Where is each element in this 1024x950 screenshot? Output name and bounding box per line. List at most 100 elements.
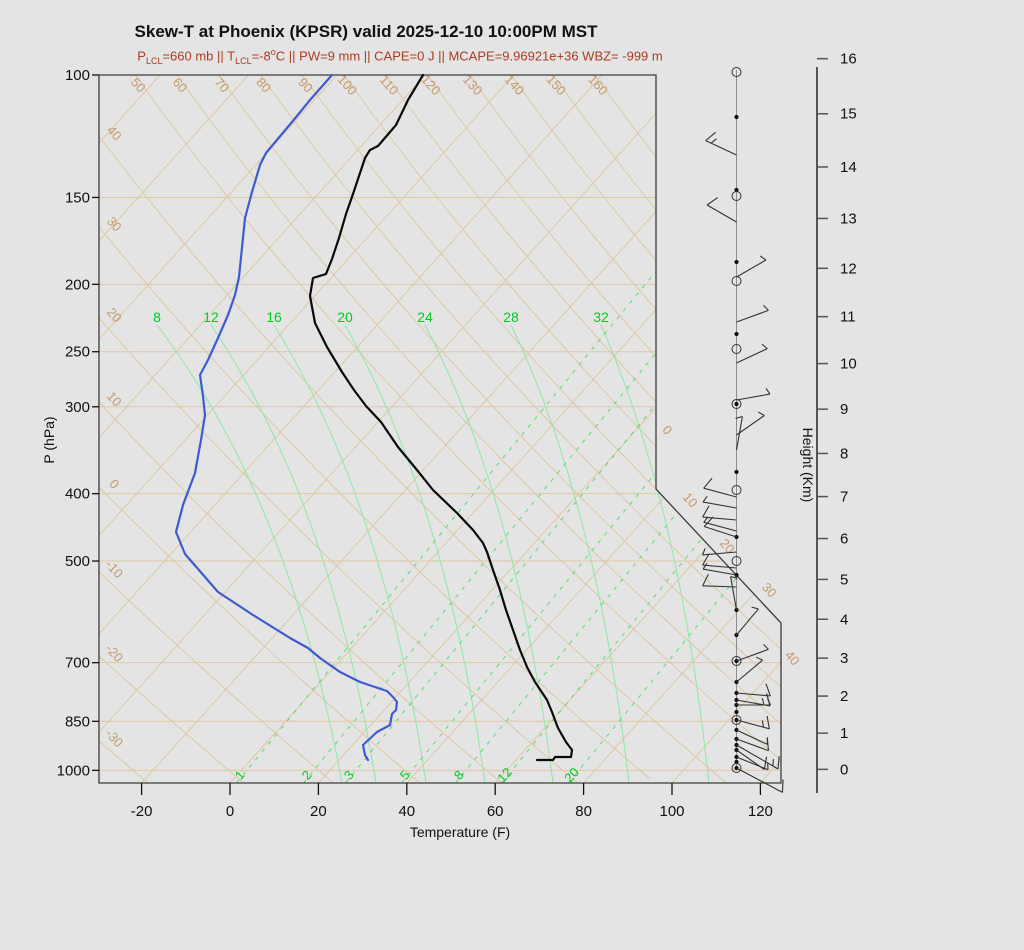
moist-adiabat-line — [600, 324, 710, 783]
isotherm-line — [99, 75, 603, 783]
wind-level-dot — [734, 187, 739, 193]
dry-adiabat-label: 80 — [253, 75, 274, 96]
wind-station-circle — [731, 276, 742, 286]
dry-adiabat-line — [99, 655, 250, 783]
wind-barb-shaft — [736, 692, 771, 697]
dry-adiabat-line — [343, 75, 781, 783]
mixing-ratio-line — [568, 75, 781, 783]
pressure-tick-label: 700 — [65, 655, 90, 672]
temperature-axis-title: Temperature (F) — [410, 824, 510, 840]
wind-barb-feather — [703, 516, 714, 527]
wind-barb-feather — [710, 138, 717, 144]
wind-barb-feather — [759, 255, 767, 261]
wind-barb-feather — [730, 575, 738, 579]
temperature-curve — [308, 73, 574, 762]
wind-level-dot — [734, 259, 739, 265]
wind-station-circle — [731, 556, 742, 566]
wind-barb-feather — [702, 496, 708, 503]
wind-barb-shaft — [702, 564, 737, 569]
wind-barb-shaft — [702, 568, 737, 576]
wind-barb-shaft — [702, 551, 737, 556]
dry-adiabat-label: 130 — [460, 72, 486, 98]
wind-barb-feather — [765, 388, 771, 395]
wind-barb-feather — [751, 606, 759, 610]
wind-barb-column — [702, 67, 784, 793]
subtitle-part: C || PW=9 mm || CAPE=0 J || MCAPE=9.9692… — [275, 48, 663, 64]
temperature-tick-label: 40 — [398, 803, 415, 820]
isotherm-line — [318, 75, 781, 783]
moist-adiabat-line — [210, 324, 377, 783]
dry-adiabat-label: 40 — [104, 123, 125, 144]
isotherm-line — [99, 75, 426, 783]
pressure-tick-label: 850 — [65, 713, 90, 730]
wind-station-circle — [731, 344, 742, 354]
dry-adiabat-line — [99, 740, 156, 783]
dry-adiabat-line — [99, 486, 425, 783]
wind-level-dot — [734, 469, 739, 475]
wind-station-circle — [731, 763, 742, 773]
wind-barb-feather — [702, 548, 706, 556]
wind-barb-feather — [763, 644, 769, 650]
temperature-tick-label: 0 — [226, 803, 234, 820]
wind-barb-feather — [767, 698, 771, 706]
wind-barb-feather — [702, 553, 710, 566]
mixing-ratio-label: 20 — [561, 765, 582, 786]
mixing-ratio-label: 2 — [299, 767, 315, 782]
dry-adiabat-line — [99, 226, 651, 780]
background-grid — [99, 75, 781, 783]
dry-adiabat-line — [385, 75, 781, 783]
wind-barb-shaft — [736, 719, 770, 730]
wind-barb-feather — [705, 131, 716, 142]
wind-barb-feather — [761, 343, 768, 350]
wind-barb-feather — [702, 563, 708, 570]
subtitle-part: o — [270, 47, 276, 57]
dry-adiabat-label: -30 — [102, 726, 126, 750]
wind-barb-feather — [781, 779, 784, 793]
dry-adiabat-label: 0 — [106, 476, 122, 491]
height-tick-label: 10 — [840, 356, 857, 373]
dry-adiabat-label: 70 — [212, 75, 233, 96]
height-tick-label: 0 — [840, 761, 848, 778]
dry-adiabat-label: -20 — [102, 641, 126, 665]
isotherm-line — [760, 75, 781, 783]
dry-adiabat-label: 30 — [759, 580, 780, 601]
dry-adiabat-line — [552, 75, 781, 783]
wind-barb-shaft — [705, 140, 737, 156]
dry-adiabat-label: 10 — [680, 490, 701, 511]
height-tick-label: 11 — [840, 309, 856, 326]
isotherm-line — [229, 75, 781, 783]
height-tick-label: 14 — [840, 159, 857, 176]
height-tick-label: 12 — [840, 260, 857, 277]
wind-barb-shaft — [736, 767, 783, 793]
wind-barb-feather — [735, 415, 743, 419]
wind-barb-shaft — [736, 648, 769, 662]
wind-level-dot — [734, 114, 739, 120]
wind-station-circle — [731, 191, 742, 201]
dry-adiabat-label: 20 — [104, 305, 125, 326]
pressure-tick-label: 500 — [65, 553, 90, 570]
wind-barb-shaft — [730, 576, 738, 611]
wind-barb-feather — [777, 756, 780, 770]
pressure-tick-label: 100 — [65, 67, 90, 84]
dry-adiabat-label: 40 — [782, 648, 803, 669]
height-tick-label: 6 — [840, 531, 848, 548]
subtitle-part: LCL — [235, 55, 252, 66]
wind-barb-shaft — [736, 608, 759, 636]
pressure-tick-label: 300 — [65, 399, 90, 416]
wind-barb-feather — [703, 516, 709, 523]
dry-adiabat-line — [301, 75, 781, 783]
wind-level-dot — [734, 709, 739, 715]
wind-station-circle — [731, 67, 742, 77]
wind-station-circle — [731, 485, 742, 495]
wind-barb-shaft — [702, 501, 737, 509]
plot-frame — [98, 74, 782, 784]
temperature-tick-label: 120 — [748, 803, 773, 820]
isotherm-line — [99, 75, 249, 783]
dry-adiabat-line — [99, 135, 729, 783]
wind-barb-shaft — [736, 756, 769, 771]
dry-adiabat-line — [510, 75, 781, 783]
moist-adiabat-line — [344, 324, 486, 783]
mixing-ratio-label: 8 — [451, 767, 467, 782]
